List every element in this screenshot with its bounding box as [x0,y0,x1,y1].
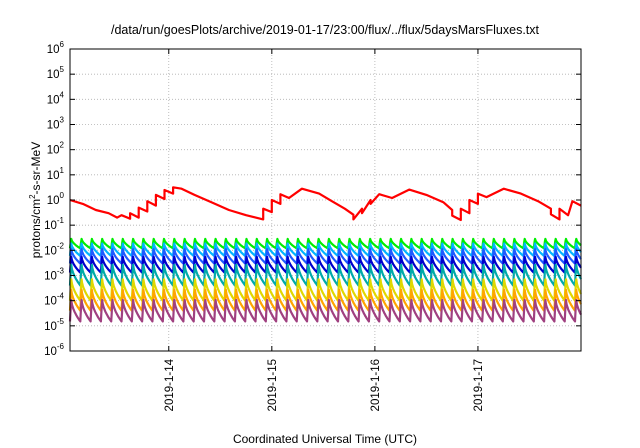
y-tick-label: 102 [47,141,65,157]
x-tick-label: 2019-1-15 [267,359,279,411]
y-tick-label: 10-1 [44,216,64,232]
y-tick-label: 103 [47,116,65,132]
y-tick-label: 100 [47,191,65,207]
y-tick-label: 101 [47,166,65,182]
series-line-1 [69,186,582,222]
series-line-band-4 [68,255,582,274]
x-axis-label: Coordinated Universal Time (UTC) [233,432,417,446]
x-tick-label: 2019-1-14 [164,358,176,411]
series-line-band-5 [68,263,582,287]
series-line-band-7 [68,288,582,312]
series-layer [68,186,582,323]
chart-title: /data/run/goesPlots/archive/2019-01-17/2… [111,23,540,37]
series-line-band-8 [68,298,582,323]
y-tick-label: 10-4 [44,292,64,308]
x-tick-label: 2019-1-16 [370,359,382,411]
y-tick-label: 10-2 [44,241,64,257]
y-tick-label: 10-5 [44,317,64,333]
x-tick-label: 2019-1-17 [473,359,485,411]
y-tick-label: 105 [47,65,65,81]
axes: 10-6 10-5 10-4 10-3 10-2 10-1 100 101 102 103 104 1… [44,40,581,411]
y-tick-label: 10-6 [44,342,64,358]
series-line-band-6 [68,278,582,302]
y-tick-label: 10-3 [44,267,64,283]
y-axis-label: protons/cm2-s-sr-MeV [28,142,43,258]
series-line-band-2 [68,242,582,257]
y-tick-label: 106 [47,40,65,56]
series-line-band-3 [68,248,582,265]
y-tick-label: 104 [47,90,65,106]
series-line-band-1 [68,237,582,250]
